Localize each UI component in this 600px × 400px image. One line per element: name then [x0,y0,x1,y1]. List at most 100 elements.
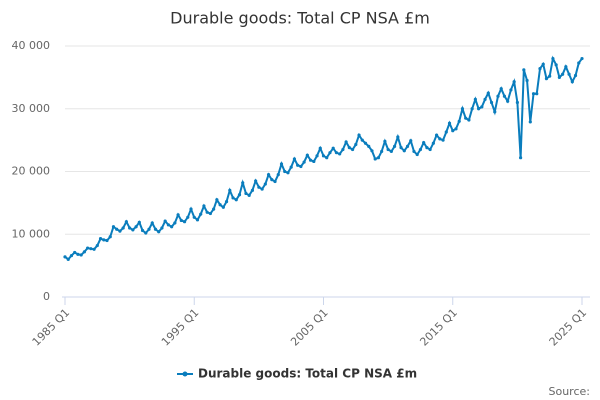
data-point [493,110,497,114]
data-point [402,149,406,153]
data-point [418,147,423,152]
y-tick-label: 30 000 [12,102,51,115]
data-point [506,99,510,103]
data-point [438,137,442,141]
data-point [399,146,403,150]
data-point [98,237,103,241]
data-point [292,157,297,161]
data-point [428,147,432,152]
data-point [92,247,96,251]
data-point [134,225,138,229]
data-point [273,179,277,184]
data-point [470,107,474,111]
data-point [350,147,355,152]
data-point [247,193,251,197]
data-point [241,181,245,185]
data-point [140,228,145,233]
y-tick-label: 10 000 [12,227,51,240]
data-point [266,173,271,177]
data-point [218,203,222,207]
data-point [515,100,519,105]
data-point [128,226,132,230]
data-point [389,149,393,154]
data-point [344,140,348,144]
y-tick-label: 40 000 [12,39,51,52]
data-point [561,72,565,76]
data-point [460,107,465,111]
data-point [473,97,477,101]
data-point [386,147,390,152]
data-point [186,215,190,219]
data-point [102,238,106,242]
data-point [467,118,471,122]
data-point [376,156,381,160]
data-point [234,198,238,202]
data-point [412,149,416,154]
data-point [176,213,180,217]
data-point [373,157,377,161]
data-point [444,130,448,134]
data-point [325,156,329,160]
data-point [354,142,358,147]
data-point [76,252,80,256]
data-point [480,105,484,109]
legend-label[interactable]: Durable goods: Total CP NSA £m [198,367,417,381]
data-point [212,207,216,211]
data-point [137,220,141,224]
data-point [477,107,481,111]
data-point [192,215,196,219]
data-point [170,225,174,229]
data-point [166,223,170,227]
data-point [163,219,167,223]
data-point [483,97,487,101]
data-point [457,119,461,123]
data-point [205,210,209,214]
data-point [260,187,264,191]
data-point [296,163,300,167]
data-point [69,253,74,258]
data-point [338,152,342,156]
legend-marker [182,371,188,377]
data-point [580,56,584,61]
data-point [321,154,326,158]
data-point [150,221,154,225]
data-point [228,188,232,192]
x-tick-label: 2005 Q1 [288,306,331,349]
data-point [522,68,526,72]
data-point [447,121,452,125]
data-point [363,141,368,145]
data-point [425,146,429,150]
data-point [250,188,255,192]
data-point [392,144,397,148]
data-point [509,88,513,92]
data-point [441,138,445,142]
data-point [231,196,235,200]
data-point [499,87,503,91]
data-point [489,100,494,105]
data-point [302,160,306,164]
data-point [357,133,361,137]
data-point [118,229,122,233]
data-point [431,141,435,145]
data-point [179,218,183,223]
data-point [415,152,419,157]
data-point [199,212,203,216]
data-point [279,162,284,166]
data-point [182,220,187,224]
data-point [66,257,70,261]
data-point [341,147,345,152]
data-point [528,120,532,124]
data-point [276,173,280,177]
chart-title: Durable goods: Total CP NSA £m [170,9,430,28]
data-point [567,72,571,76]
data-point [111,225,116,229]
data-point [367,144,371,148]
data-point [195,218,200,222]
data-point [108,235,112,239]
data-point [464,116,468,120]
data-point [147,227,151,231]
data-point [548,74,552,78]
data-point [544,77,549,81]
data-point [124,220,128,224]
